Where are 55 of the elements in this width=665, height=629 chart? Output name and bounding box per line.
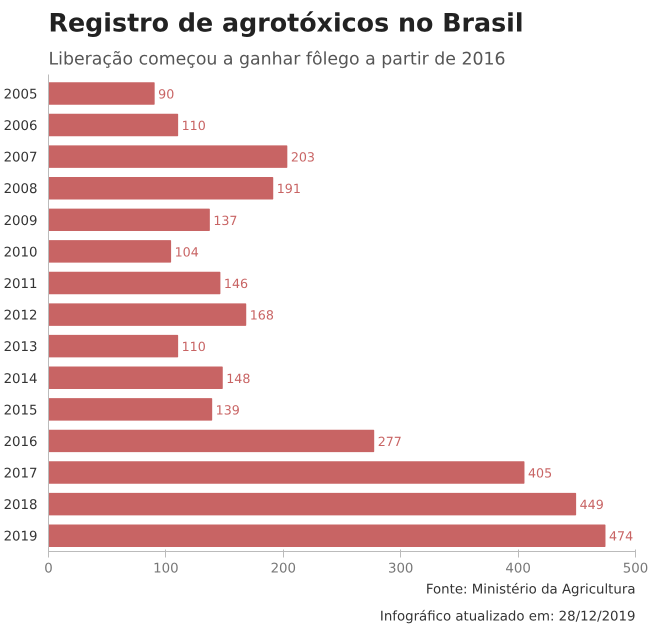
bar bbox=[48, 272, 220, 294]
bar bbox=[48, 208, 210, 232]
data-label: 203 bbox=[290, 150, 315, 165]
bar bbox=[48, 430, 374, 452]
y-tick-label: 2018 bbox=[4, 498, 38, 514]
chart-title: Registro de agrotóxicos no Brasil bbox=[48, 8, 524, 38]
y-tick-label: 2014 bbox=[4, 372, 38, 387]
bar bbox=[48, 303, 246, 326]
x-tick-label: 400 bbox=[505, 562, 531, 576]
y-tick-label: 2010 bbox=[4, 245, 38, 260]
bar bbox=[48, 524, 606, 547]
bar bbox=[48, 240, 172, 263]
y-tick-label: 2017 bbox=[4, 466, 38, 482]
data-label: 137 bbox=[213, 212, 238, 228]
y-tick-label: 2007 bbox=[4, 150, 38, 166]
y-tick-label: 2016 bbox=[4, 434, 38, 450]
data-label: 168 bbox=[250, 308, 274, 323]
data-label: 148 bbox=[226, 370, 250, 386]
data-label: 449 bbox=[580, 497, 604, 512]
y-tick-label: 2011 bbox=[4, 276, 38, 292]
y-tick-label: 2019 bbox=[4, 530, 38, 545]
bar bbox=[48, 114, 178, 136]
chart-subtitle: Liberação começou a ganhar fôlego a partir de 2016 bbox=[48, 50, 506, 70]
data-label: 277 bbox=[378, 434, 402, 449]
data-label: 90 bbox=[158, 86, 174, 102]
bar bbox=[48, 461, 524, 484]
source-note: Fonte: Ministério da Agricultura bbox=[426, 582, 636, 598]
y-tick-label: 2006 bbox=[4, 119, 38, 134]
data-label: 405 bbox=[528, 466, 552, 481]
data-label: 146 bbox=[224, 276, 248, 291]
data-label: 139 bbox=[216, 402, 240, 418]
bar bbox=[48, 82, 155, 105]
bar bbox=[48, 145, 288, 168]
text: Infográfico atualizado em: 28/12/2019 bbox=[380, 610, 636, 624]
bar bbox=[48, 398, 212, 421]
data-label: 474 bbox=[608, 528, 634, 544]
data-label: 104 bbox=[174, 244, 199, 260]
bar bbox=[48, 176, 274, 200]
x-tick-label: 100 bbox=[153, 562, 179, 576]
y-tick-label: 2012 bbox=[4, 308, 38, 324]
y-tick-label: 2009 bbox=[4, 214, 38, 229]
x-tick-label: 200 bbox=[270, 562, 296, 576]
x-tick-label: 500 bbox=[622, 562, 648, 576]
bar bbox=[48, 334, 178, 358]
x-tick-label: 0 bbox=[44, 562, 53, 576]
y-tick-label: 2015 bbox=[4, 403, 38, 418]
y-tick-label: 2005 bbox=[4, 87, 38, 102]
data-label: 110 bbox=[182, 118, 206, 134]
y-tick-label: 2008 bbox=[4, 182, 38, 198]
x-tick-label: 300 bbox=[388, 562, 414, 576]
y-tick-label: 2013 bbox=[4, 340, 38, 356]
bar bbox=[48, 366, 223, 389]
bar bbox=[48, 492, 576, 516]
data-label: 110 bbox=[182, 339, 206, 354]
data-label: 191 bbox=[276, 181, 301, 196]
